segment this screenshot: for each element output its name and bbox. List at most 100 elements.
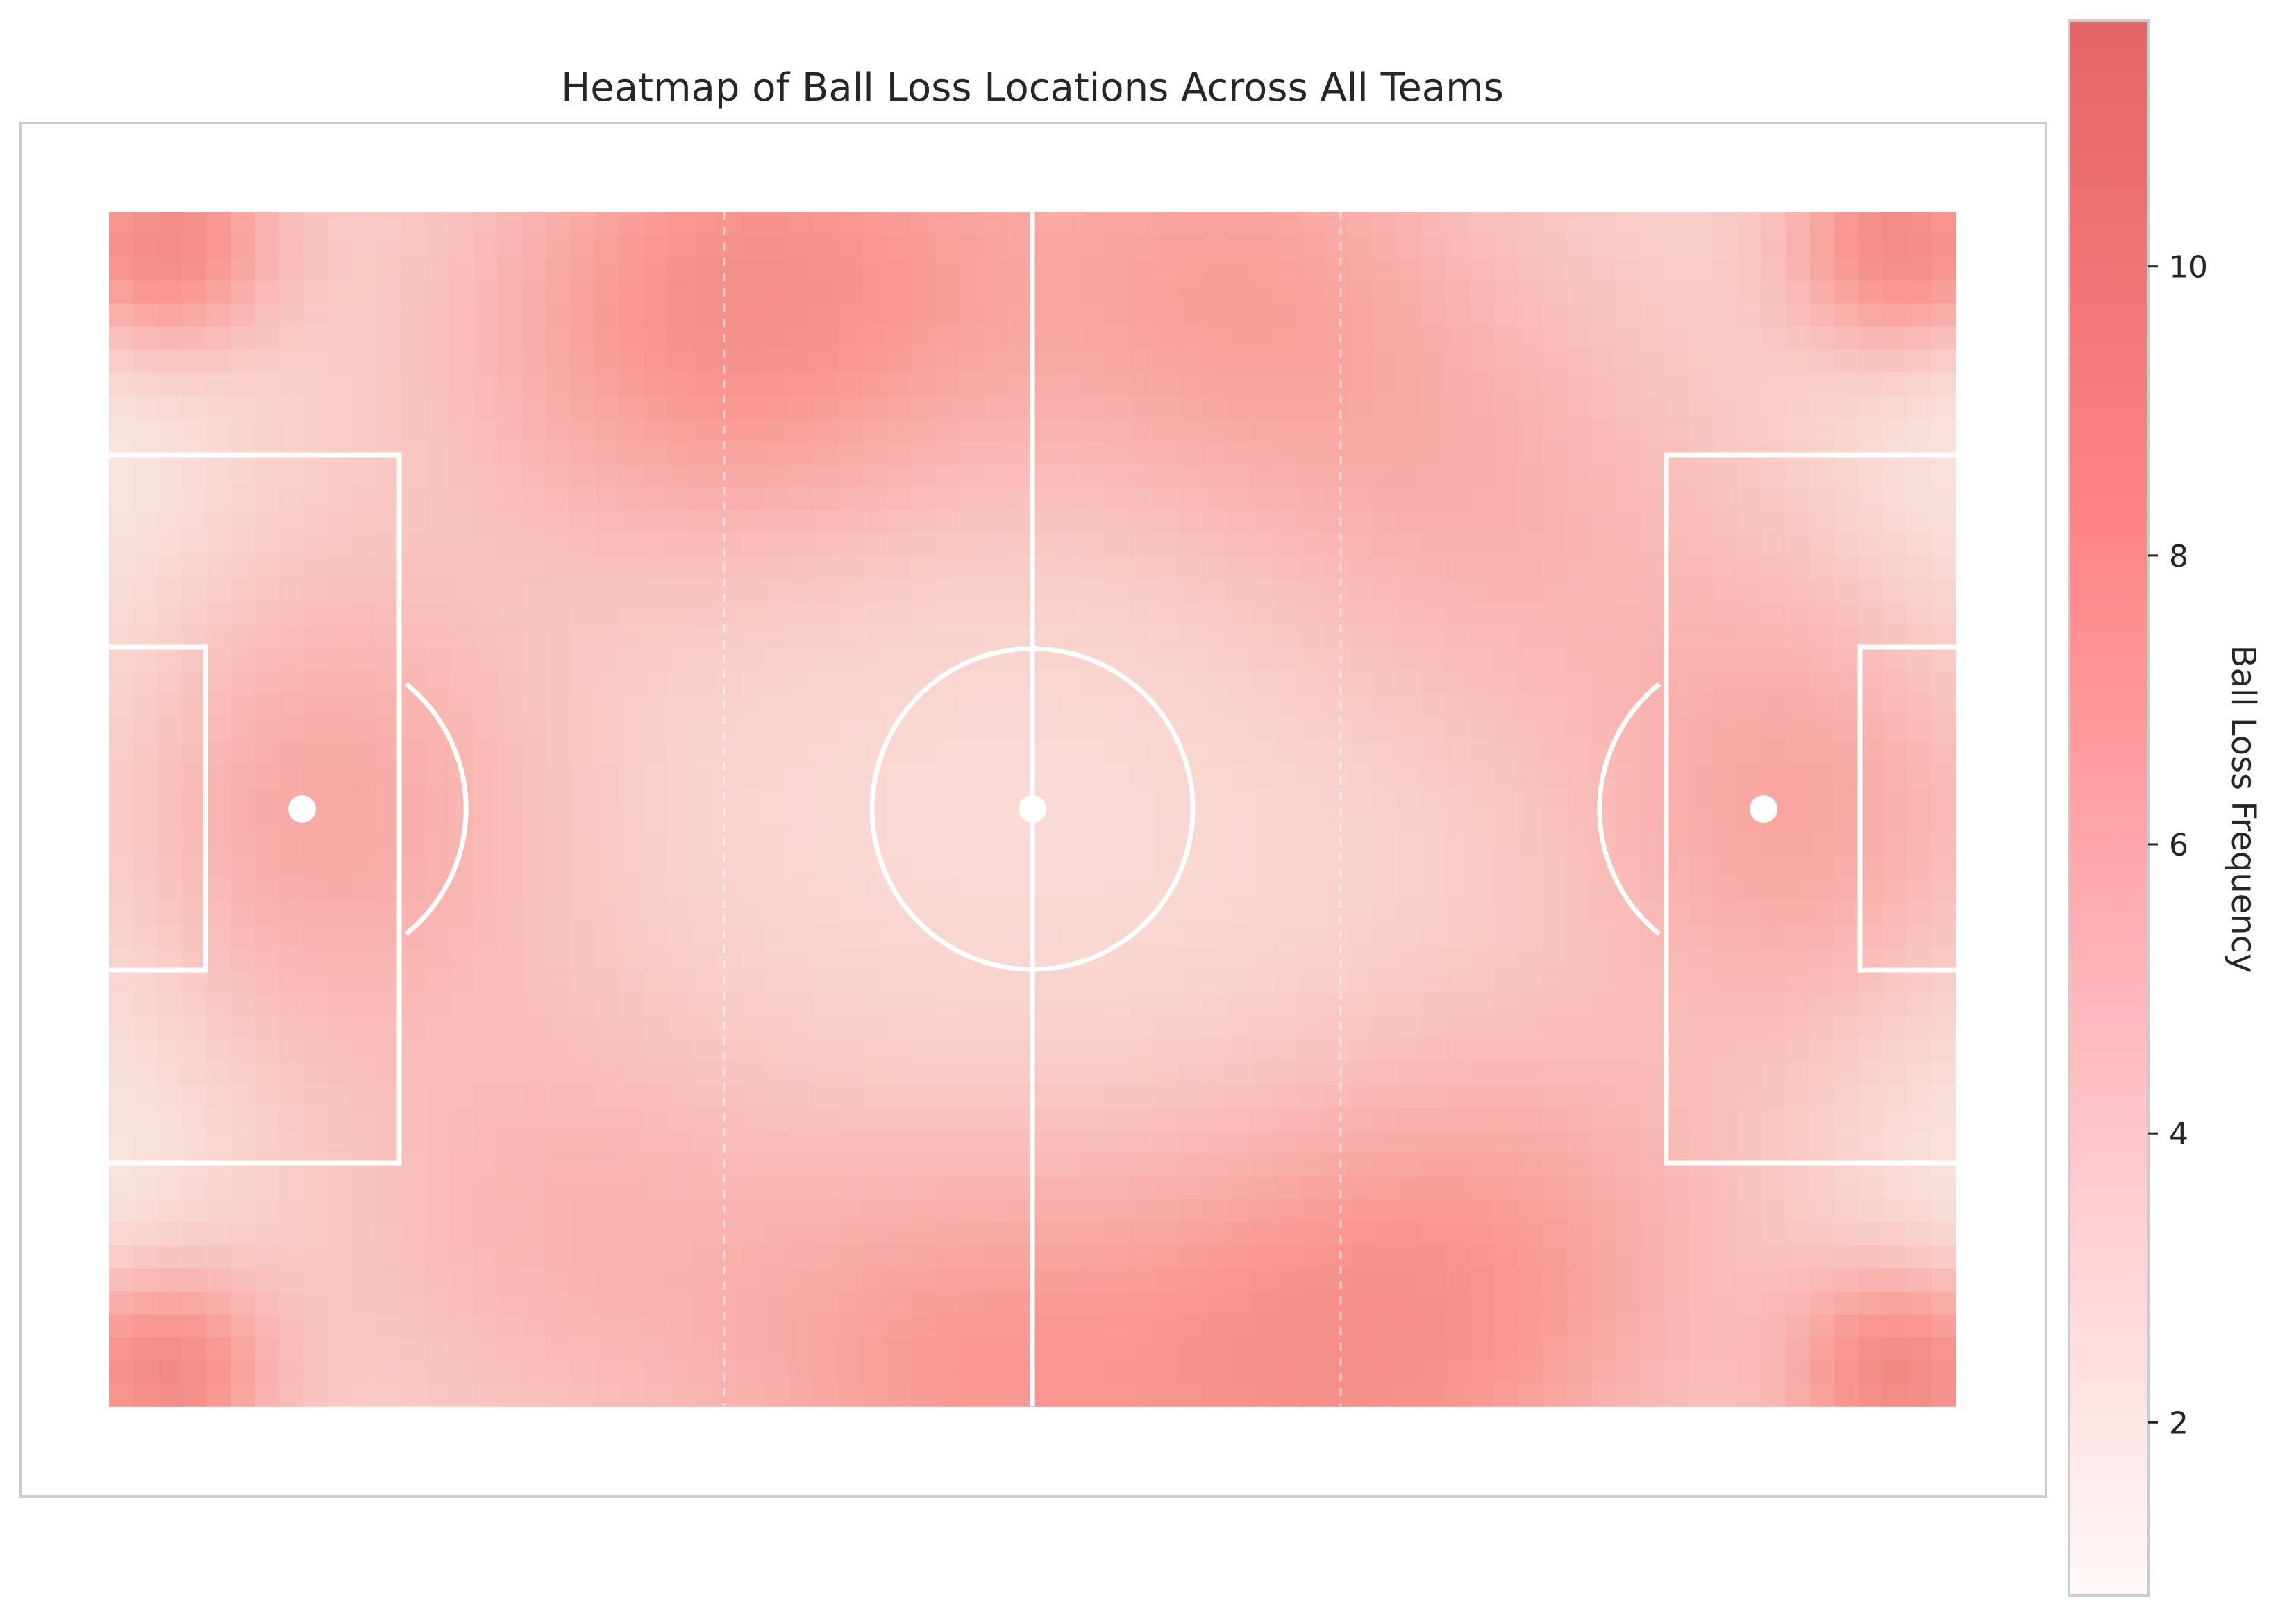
- heatmap-cell: [1081, 1222, 1106, 1246]
- heatmap-cell: [1932, 326, 1956, 351]
- heatmap-cell: [1689, 1337, 1713, 1361]
- heatmap-cell: [1397, 717, 1422, 741]
- heatmap-cell: [717, 785, 741, 810]
- heatmap-cell: [1713, 717, 1738, 741]
- heatmap-cell: [474, 1015, 498, 1040]
- heatmap-cell: [668, 212, 693, 235]
- heatmap-cell: [1640, 212, 1665, 235]
- heatmap-cell: [1640, 258, 1665, 282]
- heatmap-cell: [1154, 349, 1179, 374]
- heatmap-cell: [765, 602, 790, 626]
- heatmap-cell: [376, 1337, 401, 1361]
- heatmap-cell: [1810, 303, 1835, 328]
- heatmap-cell: [546, 1131, 571, 1154]
- heatmap-cell: [1300, 464, 1325, 488]
- heatmap-cell: [814, 281, 839, 305]
- heatmap-cell: [401, 1108, 426, 1131]
- heatmap-cell: [255, 212, 280, 235]
- heatmap-cell: [425, 1084, 450, 1108]
- heatmap-cell: [765, 946, 790, 971]
- heatmap-cell: [1786, 1360, 1811, 1384]
- heatmap-cell: [1470, 1153, 1495, 1178]
- heatmap-cell: [1616, 1291, 1641, 1315]
- heatmap-cell: [498, 785, 523, 810]
- heatmap-cell: [401, 533, 426, 557]
- heatmap-cell: [158, 533, 183, 557]
- heatmap-cell: [1932, 1131, 1956, 1154]
- heatmap-cell: [765, 1153, 790, 1178]
- heatmap-cell: [1105, 1245, 1130, 1269]
- heatmap-cell: [765, 648, 790, 672]
- heatmap-cell: [1154, 441, 1179, 465]
- heatmap-cell: [717, 717, 741, 741]
- heatmap-cell: [935, 1176, 960, 1201]
- heatmap-cell: [1883, 671, 1908, 695]
- heatmap-cell: [1518, 349, 1543, 374]
- heatmap-cell: [692, 717, 717, 741]
- heatmap-cell: [1057, 533, 1082, 557]
- heatmap-cell: [814, 1268, 839, 1292]
- heatmap-cell: [1591, 924, 1616, 948]
- heatmap-cell: [1543, 579, 1568, 603]
- heatmap-cell: [692, 303, 717, 328]
- heatmap-cell: [1494, 441, 1519, 465]
- heatmap-cell: [1932, 533, 1956, 557]
- heatmap-cell: [425, 212, 450, 235]
- heatmap-cell: [109, 579, 134, 603]
- heatmap-cell: [1907, 1199, 1932, 1224]
- heatmap-cell: [1761, 602, 1786, 626]
- heatmap-cell: [1057, 1222, 1082, 1246]
- heatmap-cell: [1324, 1268, 1349, 1292]
- heatmap-cell: [1008, 326, 1033, 351]
- heatmap-cell: [1397, 878, 1422, 902]
- heatmap-cell: [838, 740, 863, 764]
- heatmap-cell: [960, 809, 984, 833]
- heatmap-cell: [1859, 212, 1884, 235]
- heatmap-cell: [717, 809, 741, 833]
- heatmap-cell: [546, 533, 571, 557]
- heatmap-cell: [231, 1314, 255, 1338]
- heatmap-cell: [1713, 1176, 1738, 1201]
- heatmap-cell: [425, 1383, 450, 1407]
- heatmap-cell: [595, 1176, 620, 1201]
- heatmap-cell: [1275, 510, 1300, 534]
- heatmap-cell: [133, 809, 158, 833]
- heatmap-cell: [1397, 740, 1422, 764]
- heatmap-cell: [182, 785, 207, 810]
- heatmap-cell: [1397, 1038, 1422, 1062]
- heatmap-cell: [231, 1084, 255, 1108]
- heatmap-cell: [303, 924, 328, 948]
- heatmap-cell: [1446, 579, 1470, 603]
- heatmap-cell: [814, 1108, 839, 1131]
- heatmap-cell: [1859, 1291, 1884, 1315]
- heatmap-cell: [1689, 579, 1713, 603]
- heatmap-cell: [182, 1222, 207, 1246]
- heatmap-cell: [231, 785, 255, 810]
- heatmap-cell: [1105, 855, 1130, 879]
- heatmap-cell: [182, 740, 207, 764]
- heatmap-cell: [1348, 740, 1373, 764]
- heatmap-cell: [765, 740, 790, 764]
- heatmap-cell: [425, 1015, 450, 1040]
- heatmap-cell: [158, 1360, 183, 1384]
- heatmap-cell: [814, 212, 839, 235]
- heatmap-cell: [449, 1383, 474, 1407]
- heatmap-cell: [255, 281, 280, 305]
- heatmap-cell: [1130, 1153, 1155, 1178]
- heatmap-cell: [1834, 924, 1859, 948]
- heatmap-cell: [595, 740, 620, 764]
- heatmap-cell: [1761, 1222, 1786, 1246]
- heatmap-cell: [692, 1176, 717, 1201]
- heatmap-cell: [401, 258, 426, 282]
- heatmap-cell: [887, 855, 912, 879]
- heatmap-cell: [935, 1383, 960, 1407]
- heatmap-cell: [279, 1108, 304, 1131]
- heatmap-cell: [1518, 855, 1543, 879]
- heatmap-cell: [352, 1314, 377, 1338]
- heatmap-cell: [1300, 533, 1325, 557]
- heatmap-cell: [862, 1199, 887, 1224]
- heatmap-cell: [1883, 946, 1908, 971]
- heatmap-cell: [935, 579, 960, 603]
- heatmap-cell: [255, 1245, 280, 1269]
- heatmap-cell: [182, 212, 207, 235]
